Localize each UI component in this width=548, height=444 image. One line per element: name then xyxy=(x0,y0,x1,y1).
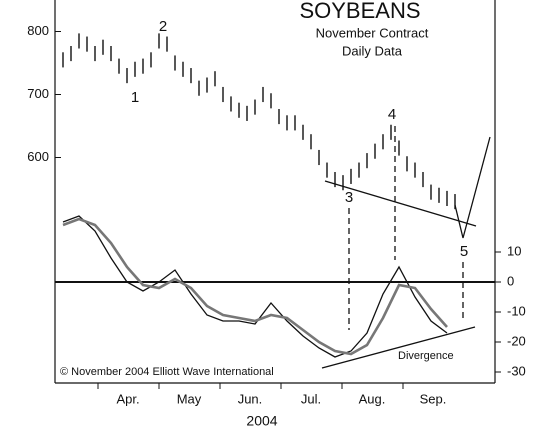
frame xyxy=(54,0,496,384)
x-tick-label: Apr. xyxy=(116,391,139,406)
y2-tick-label: -20 xyxy=(507,333,526,348)
chart-title: SOYBEANS xyxy=(299,0,420,23)
y2-tick-label: 0 xyxy=(507,273,514,288)
y-tick-label: 600 xyxy=(27,149,49,164)
wave-label: 2 xyxy=(159,18,167,35)
y2-tick-label: -30 xyxy=(507,363,526,378)
wave-label: 1 xyxy=(131,89,139,106)
oscillator-line xyxy=(62,217,448,356)
subtitle: November Contract xyxy=(316,25,429,40)
y-tick-label: 700 xyxy=(27,86,49,101)
y2-tick-label: 10 xyxy=(507,243,521,258)
x-tick-label: Sep. xyxy=(420,391,447,406)
annotation: Divergence xyxy=(398,350,454,362)
subtitle: Daily Data xyxy=(342,43,403,58)
copyright: © November 2004 Elliott Wave Internation… xyxy=(60,366,274,378)
wave-label: 4 xyxy=(388,106,396,123)
y2-tick-label: -10 xyxy=(507,303,526,318)
wave-label: 5 xyxy=(460,243,468,260)
x-axis-label: 2004 xyxy=(246,413,277,429)
y-tick-label: 800 xyxy=(27,23,49,38)
oscillator-line xyxy=(62,215,448,358)
x-tick-label: Jun. xyxy=(238,391,263,406)
x-tick-label: Aug. xyxy=(359,391,386,406)
wave-label: 3 xyxy=(345,189,353,206)
annotation-lines xyxy=(321,126,491,369)
x-tick-label: May xyxy=(177,391,202,406)
x-tick-label: Jul. xyxy=(301,391,321,406)
